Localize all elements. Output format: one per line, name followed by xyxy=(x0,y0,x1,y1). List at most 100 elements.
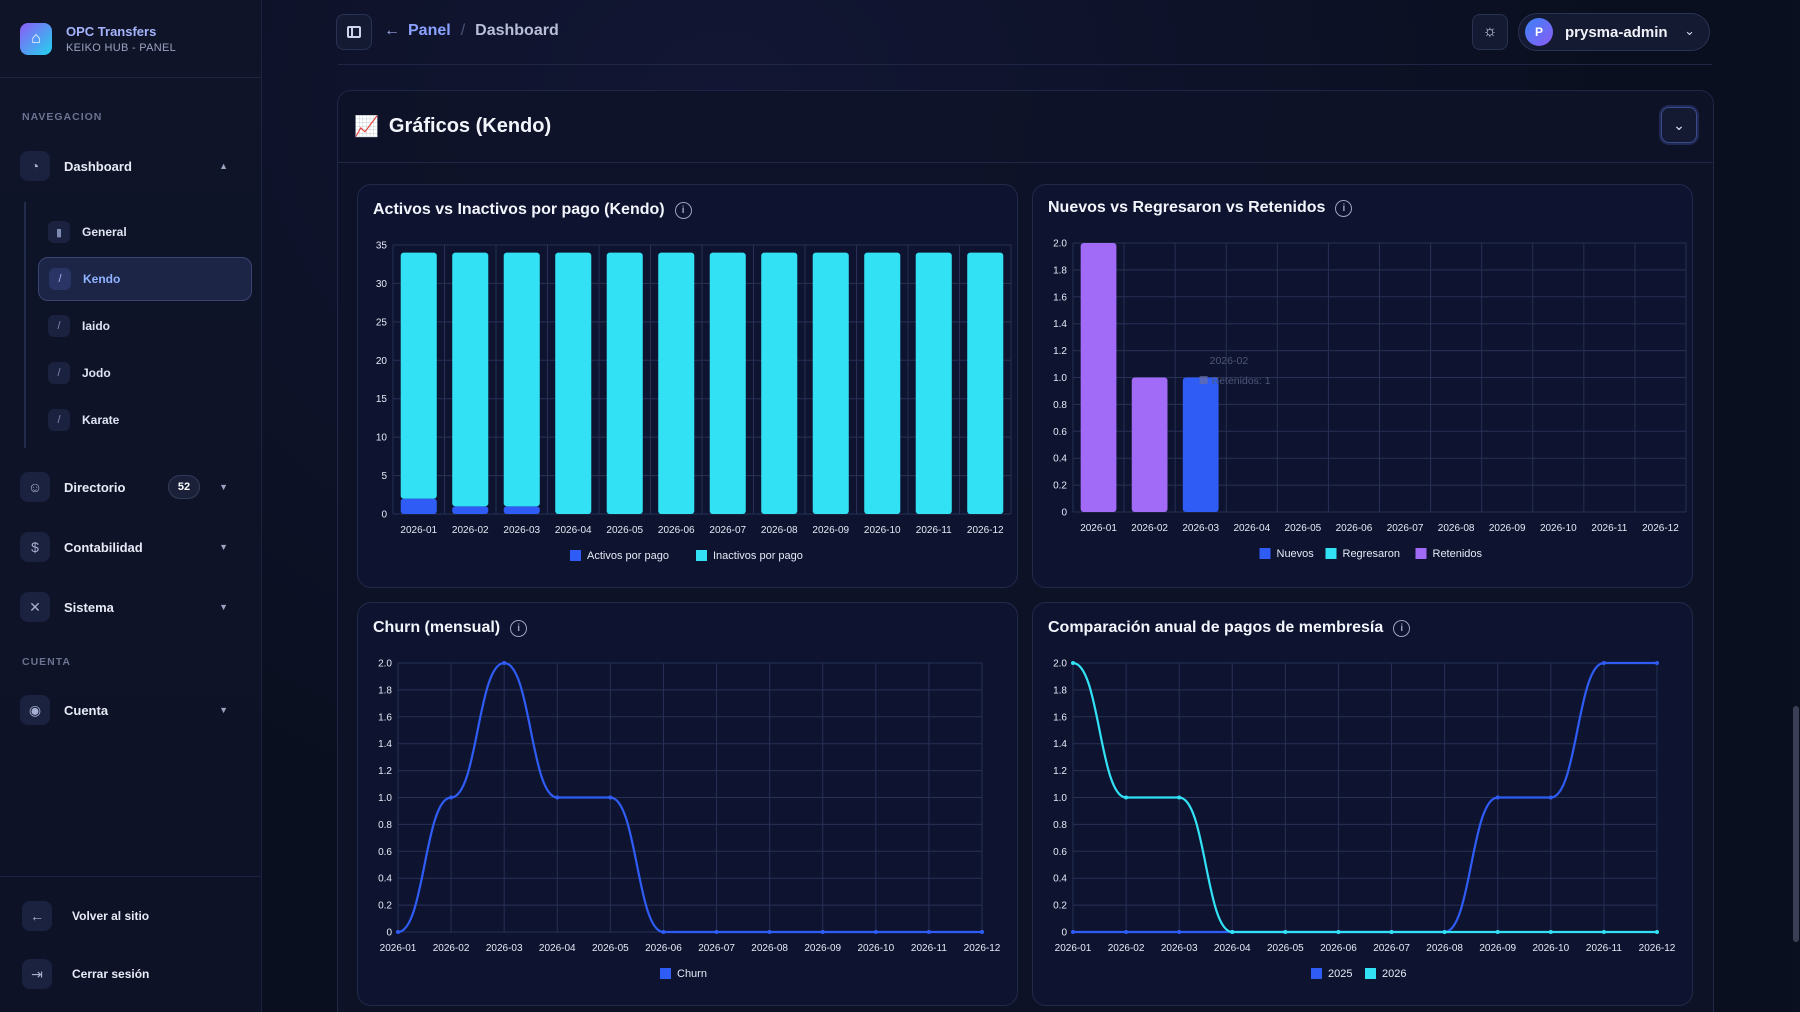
info-icon[interactable]: i xyxy=(674,201,692,219)
info-icon[interactable]: i xyxy=(1335,199,1353,217)
data-point xyxy=(1655,930,1659,934)
brand[interactable]: ⌂ OPC Transfers KEIKO HUB - PANEL xyxy=(0,0,261,78)
sidebar: ⌂ OPC Transfers KEIKO HUB - PANEL NAVEGA… xyxy=(0,0,262,1012)
back-to-site-button[interactable]: ← Volver al sitio xyxy=(22,901,149,931)
sidebar-item-label: Cuenta xyxy=(64,702,109,718)
sidebar-item-sistema[interactable]: ✕ Sistema ▼ xyxy=(20,589,242,625)
sidebar-subitem-general[interactable]: ▮ General xyxy=(38,210,252,254)
legend-swatch xyxy=(1259,548,1271,559)
x-tick-label: 2026-09 xyxy=(812,525,849,536)
y-tick-label: 0 xyxy=(1061,508,1067,519)
data-point xyxy=(1177,795,1182,800)
sun-icon: ☼ xyxy=(1482,23,1498,40)
x-tick-label: 2026-02 xyxy=(452,525,489,536)
legend-label: Retenidos xyxy=(1433,548,1483,560)
bar xyxy=(400,498,437,514)
y-tick-label: 0.8 xyxy=(378,820,392,831)
sidebar-item-cuenta[interactable]: ◉ Cuenta ▼ xyxy=(20,692,242,728)
y-tick-label: 0.8 xyxy=(1053,820,1067,831)
back-to-site-label: Volver al sitio xyxy=(72,909,150,923)
theme-toggle-button[interactable]: ☼ xyxy=(1472,14,1508,50)
trend-chart-icon: 📈 xyxy=(354,116,379,138)
y-tick-label: 1.0 xyxy=(378,793,392,804)
data-point xyxy=(1124,930,1129,934)
legend-swatch xyxy=(660,968,671,979)
x-tick-label: 2026-06 xyxy=(1336,523,1373,534)
data-point xyxy=(1655,661,1659,665)
chart-title: Churn (mensual) i xyxy=(373,619,528,637)
chevron-down-icon: ⌄ xyxy=(1673,116,1685,133)
bar xyxy=(1080,243,1117,512)
breadcrumb-link-panel[interactable]: Panel xyxy=(408,22,451,39)
bar xyxy=(1182,377,1219,512)
chart-comparacion-anual: 0 0.2 0.4 0.6 0.8 1.0 1.2 1.4 1.6 1.8 2.0 2026-01 20… xyxy=(1053,659,1676,981)
scrollbar[interactable] xyxy=(1792,0,1800,1012)
y-tick-label: 0 xyxy=(381,510,387,521)
brand-logo-icon: ⌂ xyxy=(20,22,52,55)
y-tick-label: 1.0 xyxy=(1053,373,1067,384)
sidebar-item-label: Dashboard xyxy=(64,158,132,174)
x-tick-label: 2026-01 xyxy=(400,525,437,536)
data-point xyxy=(1124,795,1129,800)
bar xyxy=(915,252,952,514)
bar xyxy=(503,506,540,514)
data-point xyxy=(1230,930,1235,934)
y-tick-label: 1.4 xyxy=(1053,319,1067,330)
data-point xyxy=(767,930,772,934)
y-tick-label: 1.8 xyxy=(378,685,392,696)
y-tick-label: 1.8 xyxy=(1053,685,1067,696)
y-tick-label: 1.4 xyxy=(1053,739,1067,750)
sidebar-subitem-iaido[interactable]: / Iaido xyxy=(38,304,252,348)
arrow-left-icon[interactable]: ← xyxy=(384,22,400,39)
dashboard-gauge-icon: ◔ xyxy=(20,151,50,181)
y-tick-label: 5 xyxy=(381,471,387,482)
x-tick-label: 2026-12 xyxy=(1639,943,1676,954)
legend-label: Activos por pago xyxy=(587,550,669,562)
sidebar-item-dashboard[interactable]: ◔ Dashboard ▲ xyxy=(20,148,242,184)
legend-swatch xyxy=(1415,548,1427,559)
data-point xyxy=(1601,930,1606,934)
chart-title: Nuevos vs Regresaron vs Retenidos i xyxy=(1048,199,1353,217)
sidebar-subitem-kendo[interactable]: / Kendo xyxy=(38,257,252,301)
y-tick-label: 1.4 xyxy=(378,739,392,750)
x-tick-label: 2026-12 xyxy=(964,943,1001,954)
info-icon[interactable]: i xyxy=(510,619,528,637)
x-tick-label: 2026-11 xyxy=(916,525,952,536)
sidebar-subitem-karate[interactable]: / Karate xyxy=(38,398,252,442)
chevron-up-icon: ▲ xyxy=(219,161,228,171)
legend-label: 2026 xyxy=(1382,968,1406,980)
collapse-button[interactable]: ⌄ xyxy=(1661,107,1697,143)
legend-label: Churn xyxy=(677,968,707,980)
user-menu-button[interactable]: P prysma-admin ⌄ xyxy=(1518,13,1710,51)
logout-button[interactable]: ⇥ Cerrar sesión xyxy=(22,959,149,989)
chart-card-churn: Churn (mensual) i 0 0.2 0.4 0.6 0.8 1.0 1.2 1.4 1… xyxy=(357,602,1018,1006)
x-tick-label: 2026-04 xyxy=(555,525,592,536)
x-tick-label: 2026-10 xyxy=(1532,943,1569,954)
y-tick-label: 35 xyxy=(376,241,388,252)
logout-icon: ⇥ xyxy=(22,959,52,989)
sidebar-item-label: Sistema xyxy=(64,599,114,615)
data-point xyxy=(1548,795,1553,800)
data-point xyxy=(1442,930,1447,934)
ledger-icon: $ xyxy=(20,532,50,562)
data-point xyxy=(1071,661,1075,665)
bar xyxy=(761,252,798,514)
x-tick-label: 2026-04 xyxy=(1214,943,1251,954)
x-tick-label: 2026-09 xyxy=(804,943,841,954)
info-icon[interactable]: i xyxy=(1393,619,1411,637)
tooltip-title: 2026-02 xyxy=(1210,355,1249,367)
logout-label: Cerrar sesión xyxy=(72,967,150,981)
user-name: prysma-admin xyxy=(1565,23,1668,41)
x-tick-label: 2026-11 xyxy=(1586,943,1622,954)
sidebar-subitem-jodo[interactable]: / Jodo xyxy=(38,351,252,395)
x-tick-label: 2026-10 xyxy=(1540,523,1577,534)
data-point xyxy=(980,930,984,934)
sidebar-item-directorio[interactable]: ☺ Directorio 52 ▼ xyxy=(20,469,242,505)
x-tick-label: 2026-05 xyxy=(606,525,643,536)
sidebar-toggle-button[interactable] xyxy=(336,14,372,50)
y-tick-label: 0 xyxy=(386,928,392,939)
y-tick-label: 2.0 xyxy=(1053,659,1067,670)
section-label-navegacion: NAVEGACION xyxy=(22,111,103,123)
sidebar-item-contabilidad[interactable]: $ Contabilidad ▼ xyxy=(20,529,242,565)
scroll-thumb[interactable] xyxy=(1793,706,1799,942)
